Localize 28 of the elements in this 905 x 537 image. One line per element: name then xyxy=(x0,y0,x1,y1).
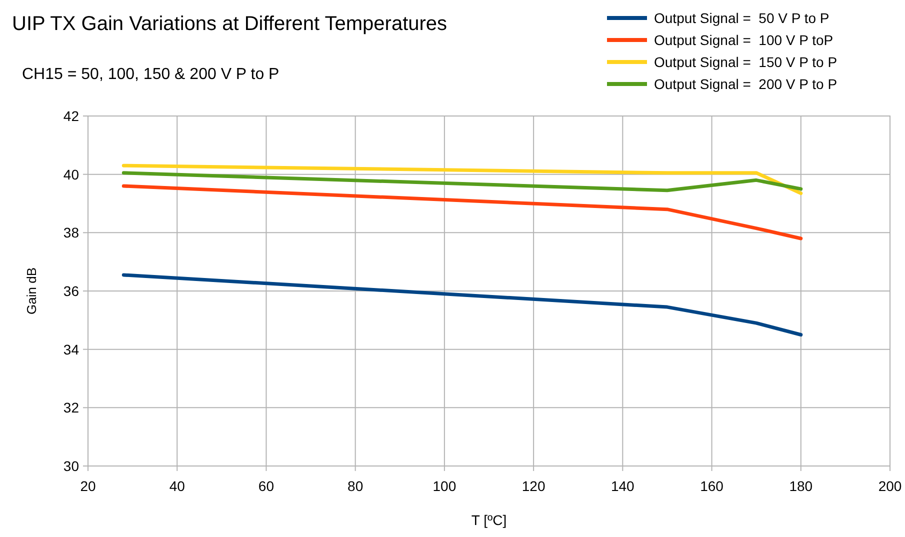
line-series xyxy=(122,171,803,192)
line-series xyxy=(122,184,803,240)
x-tick-label: 120 xyxy=(522,478,546,494)
chart-subtitle: CH15 = 50, 100, 150 & 200 V P to P xyxy=(22,66,280,83)
x-tick-label: 140 xyxy=(610,478,635,494)
x-tick-label: 60 xyxy=(258,478,274,494)
chart-title: UIP TX Gain Variations at Different Temperatures xyxy=(12,13,448,35)
x-tick-label: 100 xyxy=(432,478,456,494)
x-tick-label: 80 xyxy=(348,478,364,494)
legend-label: Output Signal = 200 V P to P xyxy=(654,76,838,92)
line-series xyxy=(122,273,803,336)
legend-label: Output Signal = 150 V P to P xyxy=(654,54,838,70)
legend-label: Output Signal = 50 V P to P xyxy=(654,10,830,26)
y-tick-label: 40 xyxy=(63,166,80,182)
y-tick-label: 34 xyxy=(63,341,80,358)
x-tick-label: 200 xyxy=(878,478,902,494)
x-axis-title: T [ºC] xyxy=(471,512,507,528)
legend-label: Output Signal = 100 V P toP xyxy=(654,32,834,48)
y-tick-label: 38 xyxy=(63,224,80,241)
y-tick-label: 32 xyxy=(63,400,80,416)
x-tick-label: 20 xyxy=(80,478,96,494)
x-tick-label: 40 xyxy=(169,478,186,494)
y-tick-label: 36 xyxy=(63,283,80,299)
x-tick-label: 180 xyxy=(789,478,813,494)
y-axis-title: Gain dB xyxy=(24,268,39,314)
y-tick-label: 30 xyxy=(63,458,80,474)
y-tick-label: 42 xyxy=(63,108,80,124)
x-tick-label: 160 xyxy=(700,478,724,494)
